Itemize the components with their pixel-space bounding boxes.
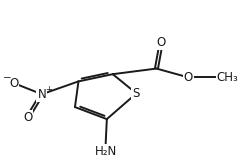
- Text: N: N: [37, 88, 46, 101]
- Text: −: −: [3, 73, 12, 83]
- Text: O: O: [156, 36, 166, 49]
- Text: O: O: [23, 111, 32, 124]
- Text: O: O: [9, 77, 18, 89]
- Text: H₂N: H₂N: [94, 145, 117, 158]
- Text: CH₃: CH₃: [217, 71, 238, 84]
- Text: +: +: [45, 85, 52, 94]
- Text: S: S: [133, 87, 140, 100]
- Text: O: O: [184, 71, 193, 84]
